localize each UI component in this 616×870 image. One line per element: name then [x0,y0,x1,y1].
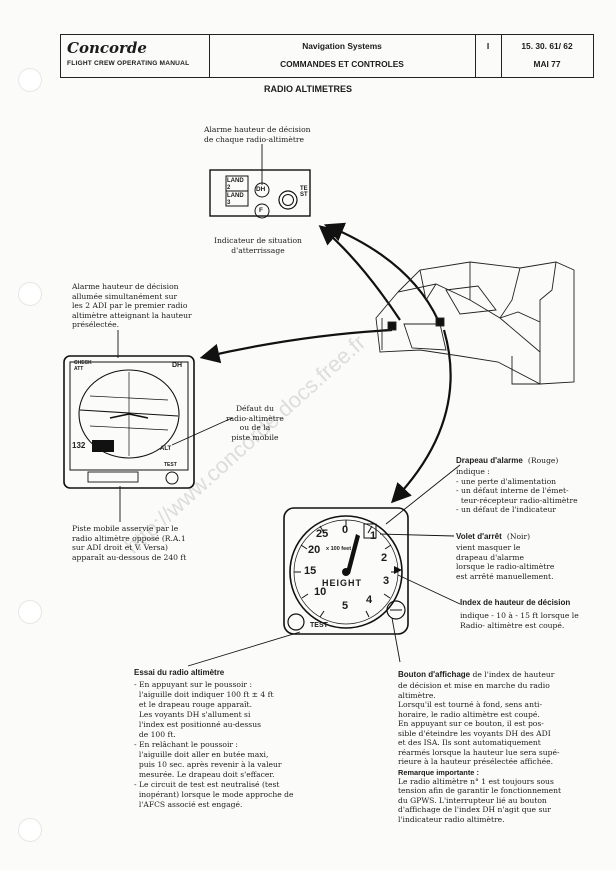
panel-alarm-note: Alarme hauteur de décision de chaque rad… [204,125,311,144]
tick-1: 1 [370,530,377,542]
index-note: Index de hauteur de décision indique - 1… [460,598,610,630]
binder-hole [18,68,42,92]
check-att-label: CHECK ATT [74,360,92,372]
tick-15: 15 [304,565,317,577]
knob-note-title: Bouton d'affichage [398,670,471,679]
adi-test-label: TEST [164,462,177,468]
binder-hole [18,600,42,624]
remark-body: Le radio altimètre n° 1 est toujours sou… [398,776,562,824]
test-note-body: - En appuyant sur le poussoir : l'aiguil… [134,680,294,809]
manual-name: FLIGHT CREW OPERATING MANUAL [67,60,190,67]
panel-caption: Indicateur de situation d'atterrissage [214,236,302,255]
adi-value: 132 [72,441,86,450]
section-subtitle: COMMANDES ET CONTROLES [280,59,404,69]
runway-note: Piste mobile asservie par le radio altim… [72,524,187,562]
volume-number: I [486,41,490,51]
adi-fault-note: Défaut du radio-altimètre ou de la piste… [226,404,284,442]
tick-10: 10 [314,586,327,598]
brand-logo: Concorde [67,39,147,57]
tick-25: 25 [316,528,329,540]
knob-note-lead: de l'index de hauteur [470,670,555,679]
volume-cell: I [475,35,502,77]
shutter-note-title: Volet d'arrêt [456,532,502,541]
gauge-height-label: HEIGHT [322,578,363,588]
system-cell: Navigation Systems COMMANDES ET CONTROLE… [209,35,476,77]
flag-note-title: Drapeau d'alarme [456,456,523,465]
land2-light: LAND 2 [227,178,244,191]
remark-title: Remarque importante : [398,767,479,777]
land3-light: LAND 3 [227,193,244,206]
shutter-note-color: (Noir) [506,532,531,541]
page-reference: 15. 30. 61/ 62 [521,41,573,51]
adi-dh-label: DH [172,362,183,369]
tick-0: 0 [342,524,349,536]
document-header: Concorde FLIGHT CREW OPERATING MANUAL Na… [60,34,594,78]
flag-note: Drapeau d'alarme (Rouge) indique : - une… [456,448,606,515]
test-note-title: Essai du radio altimètre [134,668,225,677]
knob-note-body: de décision et mise en marche du radio a… [398,681,560,766]
gauge-multiplier: x 100 feet [326,546,352,552]
revision-date: MAI 77 [533,59,561,69]
tick-3: 3 [383,575,390,587]
flag-note-color: (Rouge) [527,456,559,465]
tick-2: 2 [381,552,388,564]
binder-hole [18,818,42,842]
system-name: Navigation Systems [302,41,382,51]
flag-note-body: indique : - une perte d'alimentation - u… [456,467,578,514]
brand-cell: Concorde FLIGHT CREW OPERATING MANUAL [61,35,210,77]
panel-test-label: TEST [300,186,308,199]
adi-alt-flag: ALT [160,446,172,452]
adi-alarm-note: Alarme hauteur de décision allumée simul… [72,282,192,329]
f-light: F [259,207,263,214]
shutter-note-body: vient masquer le drapeau d'alarme lorsqu… [456,543,555,581]
shutter-note: Volet d'arrêt (Noir) vient masquer le dr… [456,524,606,581]
knob-note: Bouton d'affichage de l'index de hauteur… [398,662,610,824]
tick-20: 20 [308,544,321,556]
binder-hole [18,282,42,306]
tick-4: 4 [366,594,373,606]
dh-light: DH [256,186,266,193]
index-note-body: indique - 10 à - 15 ft lorsque le Radio-… [460,611,579,630]
gauge-test-button: TEST [310,622,328,629]
tick-5: 5 [342,600,349,612]
index-note-title: Index de hauteur de décision [460,598,571,607]
test-note: Essai du radio altimètre - En appuyant s… [134,668,334,810]
page-title: RADIO ALTIMETRES [264,84,352,94]
